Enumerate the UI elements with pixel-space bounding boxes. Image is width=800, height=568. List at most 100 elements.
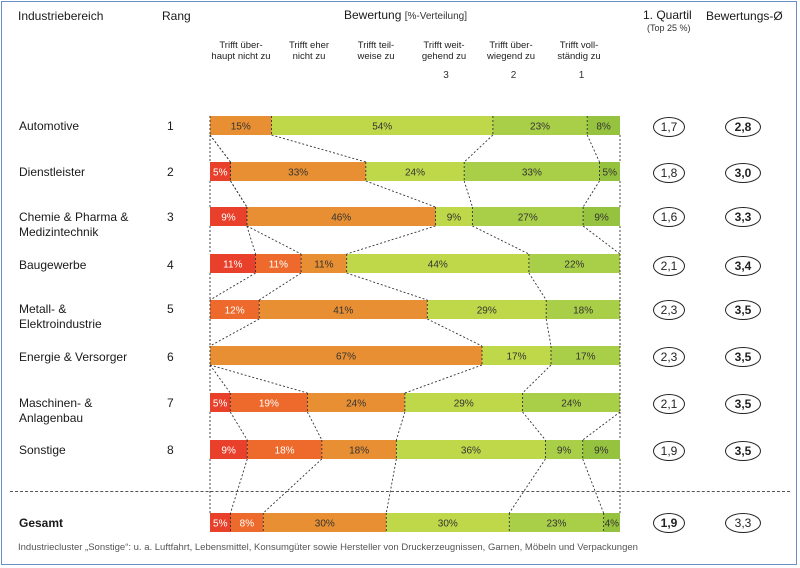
connector-line: [427, 318, 483, 347]
row-name-dienstleister: Dienstleister: [19, 165, 86, 179]
bar-data-label: 17%: [575, 352, 595, 363]
row-rank: 7: [167, 396, 174, 410]
bar-data-label: 27%: [518, 213, 538, 224]
bar-segment: [603, 513, 620, 532]
row-rank: 5: [167, 302, 174, 316]
bar-data-label: 30%: [315, 519, 335, 530]
connector-line: [271, 134, 366, 163]
connector-line: [246, 225, 256, 255]
quartile-value: 1,7: [653, 117, 685, 137]
bar-data-label: 11%: [314, 260, 333, 271]
bar-segment: [247, 440, 322, 459]
scale-swatch-2: 2: [510, 70, 517, 81]
connector-line: [262, 458, 323, 514]
bar-segment: [210, 346, 482, 365]
connector-line: [395, 411, 406, 441]
bar-segment: [396, 440, 546, 459]
connector-line: [209, 134, 231, 163]
scale-label-4: Trifft teil-weise zu: [357, 40, 395, 62]
bar-data-label: 41%: [333, 306, 353, 317]
bar-row: 11% 11% 11% 44% 22%: [210, 254, 620, 273]
bar-data-label: 9%: [221, 213, 236, 224]
row-name-energie: Energie & Versorger: [19, 350, 128, 364]
bar-row: 12% 41% 29% 18%: [210, 300, 620, 319]
total-separator: [10, 491, 790, 492]
quartile-value: 2,1: [653, 394, 685, 414]
bar-segment: [346, 254, 529, 273]
bar-segment: [464, 162, 600, 181]
row-name-gesamt: Gesamt: [19, 516, 64, 530]
bar-segment: [545, 440, 583, 459]
row-rank: 8: [167, 443, 174, 457]
connector-line: [528, 272, 547, 301]
bar-data-label: 5%: [603, 168, 618, 179]
bar-segment: [550, 346, 620, 365]
row-rank: 2: [167, 165, 174, 179]
bar-data-label: 5%: [213, 168, 228, 179]
bar-data-label: 46%: [331, 213, 351, 224]
quartile-value-total: 1,9: [653, 513, 685, 533]
bar-segment: [230, 162, 366, 181]
bar-data-label: 17%: [506, 352, 526, 363]
connector-line: [463, 180, 473, 208]
bar-segment: [255, 254, 302, 273]
connector-line: [346, 272, 428, 301]
bar-segment: [307, 393, 405, 412]
bar-segment: [546, 300, 620, 319]
footnote: Industriecluster „Sonstige“: u. a. Luftf…: [18, 542, 638, 553]
scale-label-2: Trifft über-wiegend zu: [486, 40, 536, 62]
row-name-chemie: Chemie & Pharma & Medizintechnik: [19, 210, 129, 239]
bar-data-label: 8%: [240, 519, 255, 530]
bar-data-label: 54%: [372, 122, 392, 133]
bar-data-label: 18%: [349, 446, 369, 457]
header-quartile: 1. Quartil: [643, 8, 692, 22]
bar-segment: [492, 116, 588, 135]
connector-line: [230, 458, 248, 514]
bar-segment: [509, 513, 604, 532]
bar-data-label: 24%: [561, 399, 581, 410]
connector-line: [385, 458, 397, 514]
bar-segment: [435, 207, 473, 226]
bar-data-label: 15%: [231, 122, 251, 133]
bar-row: 9% 18% 18% 36% 9% 9%: [210, 440, 620, 459]
connector-line: [209, 364, 308, 394]
bar-data-label: 67%: [336, 352, 356, 363]
scale-label-3: Trifft weit-gehend zu: [421, 40, 467, 62]
bar-data-label: 30%: [438, 519, 458, 530]
bar-segment: [210, 254, 256, 273]
average-value: 3,5: [725, 441, 761, 461]
bar-data-label: 8%: [596, 122, 611, 133]
scale-swatch-5: 5: [308, 70, 314, 81]
bar-data-label: 24%: [346, 399, 366, 410]
connector-line: [472, 225, 530, 255]
row-name-sonstige: Sonstige: [19, 443, 66, 457]
average-value: 2,8: [725, 117, 761, 137]
bar-data-label: 29%: [454, 399, 474, 410]
row-rank: 6: [167, 350, 174, 364]
header-rating: Bewertung [%-Verteilung]: [344, 8, 467, 22]
connector-line: [404, 364, 483, 394]
average-value: 3,0: [725, 163, 761, 183]
connector-line: [307, 411, 323, 441]
bar-data-label: 18%: [275, 446, 295, 457]
bar-data-label: 9%: [447, 213, 462, 224]
bar-segment: [599, 162, 620, 181]
bar-data-label: 5%: [213, 399, 228, 410]
bar-segment: [230, 393, 308, 412]
header-rating-unit: [%-Verteilung]: [404, 11, 467, 22]
connector-line: [246, 225, 302, 255]
bar-data-label: 33%: [522, 168, 542, 179]
bar-segment: [365, 162, 465, 181]
bar-data-label: 19%: [259, 399, 279, 410]
bar-data-label: 22%: [564, 260, 584, 271]
bar-data-label: 36%: [461, 446, 481, 457]
connector-line: [258, 272, 302, 301]
bar-data-label: 9%: [594, 213, 609, 224]
bar-row: 5% 33% 24% 33% 5%: [210, 162, 620, 181]
bar-segment: [271, 116, 493, 135]
bar-data-label: 5%: [213, 519, 228, 530]
bar-segment: [246, 207, 436, 226]
connector-line: [508, 458, 546, 514]
bar-data-label: 12%: [225, 306, 245, 317]
